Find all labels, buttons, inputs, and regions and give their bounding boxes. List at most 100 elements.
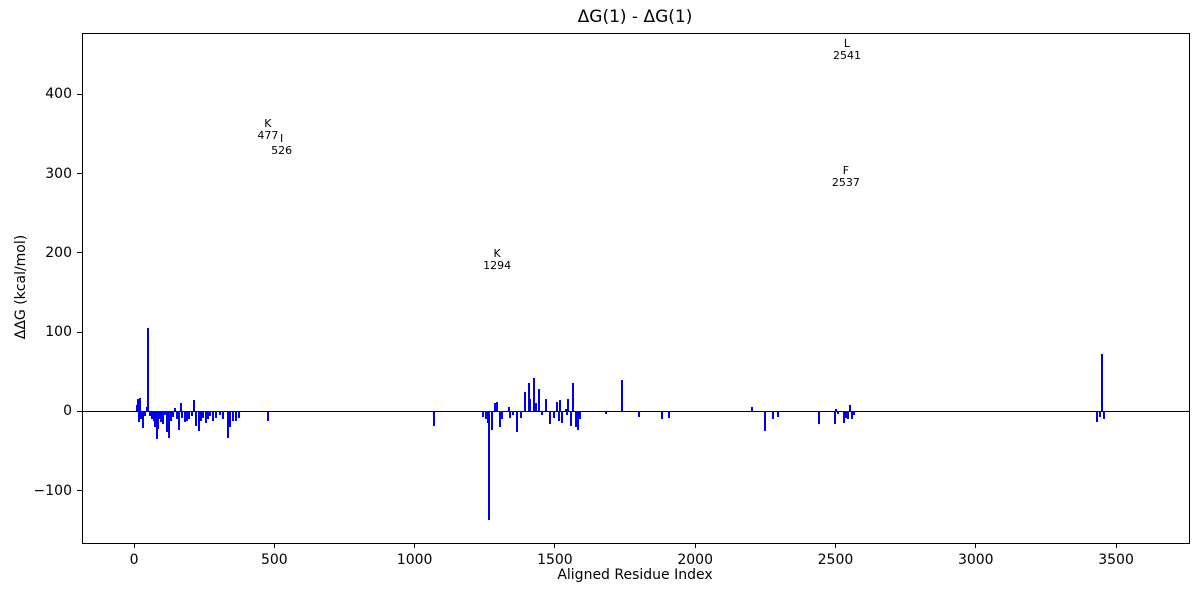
bar bbox=[493, 403, 496, 412]
bar bbox=[491, 411, 494, 430]
bar bbox=[852, 411, 855, 416]
bar bbox=[1095, 411, 1098, 423]
bar bbox=[846, 411, 849, 420]
y-tick-label: −100 bbox=[33, 482, 72, 499]
bar bbox=[817, 411, 820, 425]
bar bbox=[566, 411, 569, 416]
bar bbox=[143, 411, 146, 417]
bar bbox=[183, 411, 186, 423]
bar bbox=[836, 411, 839, 414]
bar bbox=[604, 411, 607, 414]
bar bbox=[833, 411, 836, 425]
bar bbox=[519, 411, 522, 418]
bar bbox=[764, 411, 767, 432]
bar bbox=[750, 407, 753, 412]
bar bbox=[166, 411, 169, 432]
annotation-residue-letter: F bbox=[842, 164, 850, 178]
x-tick-mark bbox=[554, 543, 556, 548]
bar bbox=[199, 411, 202, 421]
annotation-residue-index: 2537 bbox=[831, 176, 860, 190]
bar bbox=[499, 411, 502, 428]
x-tick-label: 500 bbox=[260, 552, 288, 568]
bar bbox=[160, 411, 163, 423]
bar bbox=[576, 411, 579, 430]
bar bbox=[835, 409, 838, 412]
bar bbox=[169, 411, 172, 421]
x-tick-mark bbox=[414, 543, 416, 548]
x-tick-label: 3000 bbox=[957, 552, 994, 568]
y-tick-label: 100 bbox=[45, 324, 72, 341]
bar bbox=[149, 411, 152, 417]
x-tick-label: 2500 bbox=[817, 552, 854, 568]
bar bbox=[202, 411, 205, 418]
bar bbox=[229, 411, 232, 428]
annotation-residue-index: 1294 bbox=[483, 259, 512, 273]
bar bbox=[214, 411, 217, 418]
bar bbox=[238, 411, 241, 418]
bar bbox=[218, 411, 221, 416]
bar bbox=[569, 411, 572, 426]
bar bbox=[638, 411, 641, 417]
bar bbox=[507, 407, 510, 412]
bar bbox=[197, 411, 200, 432]
y-tick-mark bbox=[77, 173, 82, 175]
bar bbox=[156, 411, 159, 429]
x-axis-label: Aligned Residue Index bbox=[557, 567, 713, 583]
bar bbox=[140, 411, 143, 420]
bar bbox=[529, 399, 532, 412]
y-tick-mark bbox=[77, 490, 82, 492]
bar bbox=[175, 411, 178, 420]
residue-annotation: I 526 bbox=[271, 131, 292, 157]
bar bbox=[209, 411, 212, 417]
bar bbox=[154, 411, 157, 428]
bar bbox=[487, 411, 490, 520]
residue-annotation: K 1294 bbox=[483, 248, 511, 272]
bar bbox=[190, 411, 193, 417]
bar bbox=[579, 411, 582, 420]
annotation-residue-letter: I bbox=[280, 131, 284, 145]
bar bbox=[667, 411, 670, 418]
bar bbox=[141, 411, 144, 429]
bar bbox=[1099, 411, 1102, 417]
chart-title: ΔG(1) - ΔG(1) bbox=[577, 7, 693, 27]
bar bbox=[532, 378, 535, 412]
x-tick-label: 2000 bbox=[677, 552, 714, 568]
x-tick-mark bbox=[273, 543, 275, 548]
bar bbox=[138, 411, 141, 423]
bar bbox=[620, 379, 623, 412]
x-tick-label: 1000 bbox=[396, 552, 433, 568]
bar bbox=[145, 407, 148, 412]
bar bbox=[561, 411, 564, 424]
annotation-residue-index: 2541 bbox=[832, 49, 861, 63]
bar bbox=[181, 411, 184, 418]
bar bbox=[660, 411, 663, 420]
bar bbox=[167, 411, 170, 438]
x-tick-mark bbox=[1115, 543, 1117, 548]
y-tick-label: 300 bbox=[45, 165, 72, 182]
bar bbox=[535, 402, 538, 412]
bar bbox=[207, 411, 210, 420]
bar bbox=[486, 411, 489, 424]
bar bbox=[147, 328, 150, 412]
bar bbox=[195, 411, 198, 426]
bar bbox=[433, 411, 436, 426]
bar bbox=[171, 411, 174, 417]
bar bbox=[556, 401, 559, 412]
bar bbox=[545, 399, 548, 412]
bar bbox=[565, 409, 568, 412]
y-tick-mark bbox=[77, 410, 82, 412]
bar bbox=[222, 411, 225, 420]
x-tick-label: 3500 bbox=[1098, 552, 1134, 568]
bar bbox=[185, 411, 188, 421]
bar bbox=[541, 411, 544, 416]
bar bbox=[226, 411, 229, 438]
bar bbox=[267, 411, 270, 421]
residue-annotation: F 2537 bbox=[832, 165, 860, 189]
y-tick-label: 0 bbox=[63, 403, 72, 420]
bar bbox=[135, 405, 138, 412]
bar bbox=[776, 411, 779, 417]
bar bbox=[136, 398, 139, 412]
bar bbox=[771, 411, 774, 419]
bar bbox=[557, 411, 560, 421]
bar bbox=[567, 399, 570, 412]
